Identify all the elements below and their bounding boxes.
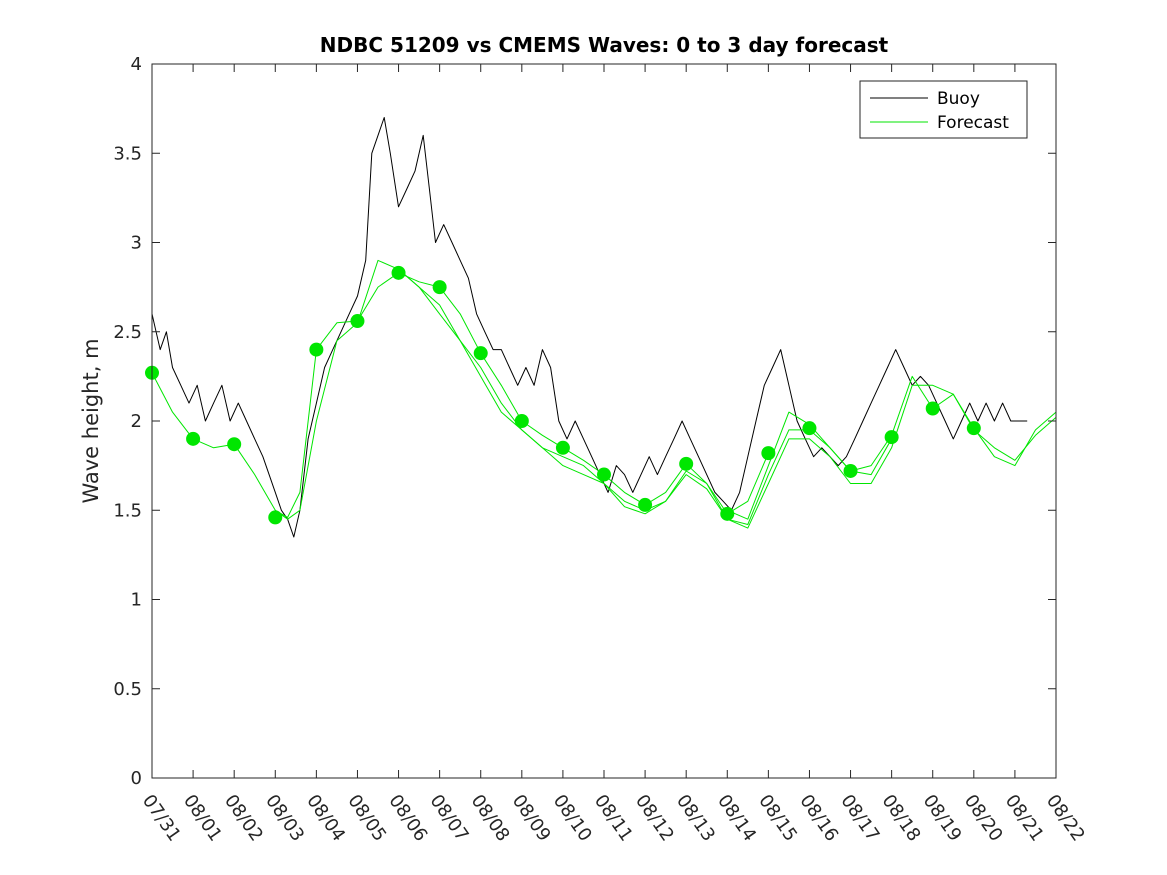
forecast-series-line bbox=[275, 259, 893, 525]
forecast-marker bbox=[925, 401, 940, 416]
legend-label-buoy: Buoy bbox=[937, 89, 980, 109]
forecast-marker bbox=[309, 342, 324, 357]
forecast-marker bbox=[802, 421, 817, 436]
forecast-marker bbox=[514, 414, 529, 428]
y-axis-label: Wave height, m bbox=[79, 338, 103, 503]
forecast-marker bbox=[638, 497, 653, 512]
legend-label-forecast: Forecast bbox=[937, 113, 1009, 133]
x-tick-label: 08/06 bbox=[384, 791, 431, 846]
x-tick-label: 08/16 bbox=[795, 791, 842, 846]
y-tick-label: 1 bbox=[131, 590, 142, 611]
legend-box bbox=[859, 80, 1028, 139]
x-tick-label: 08/02 bbox=[220, 791, 267, 846]
y-tick-label: 2 bbox=[131, 411, 142, 432]
forecast-marker bbox=[720, 506, 735, 521]
x-tick-label: 07/31 bbox=[138, 791, 185, 846]
x-tick-label: 08/13 bbox=[672, 791, 719, 846]
y-tick-label: 3 bbox=[131, 233, 142, 254]
x-tick-label: 08/05 bbox=[343, 791, 390, 846]
x-tick-label: 08/09 bbox=[508, 791, 555, 846]
x-tick-label: 08/19 bbox=[919, 791, 966, 846]
forecast-marker bbox=[597, 467, 611, 482]
x-tick-label: 08/12 bbox=[631, 791, 678, 846]
x-tick-label: 08/18 bbox=[878, 791, 925, 846]
forecast-marker bbox=[966, 421, 981, 436]
chart-title: NDBC 51209 vs CMEMS Waves: 0 to 3 day fo… bbox=[320, 33, 889, 57]
y-tick-label: 2.5 bbox=[113, 322, 142, 343]
x-tick-label: 08/20 bbox=[960, 791, 1007, 846]
x-tick-label: 08/17 bbox=[836, 791, 883, 846]
buoy-series-line bbox=[151, 117, 1028, 538]
legend: Buoy Forecast bbox=[859, 80, 1028, 139]
forecast-series-line bbox=[398, 268, 1057, 529]
forecast-marker bbox=[227, 437, 242, 452]
y-tick-label: 0 bbox=[131, 768, 142, 789]
forecast-marker bbox=[679, 456, 694, 471]
forecast-series-line bbox=[151, 272, 769, 518]
x-tick-label: 08/15 bbox=[754, 791, 801, 846]
x-tick-label: 08/04 bbox=[302, 791, 349, 846]
forecast-marker bbox=[555, 440, 570, 455]
forecast-marker bbox=[884, 430, 899, 445]
y-tick-label: 3.5 bbox=[113, 143, 142, 164]
forecast-marker bbox=[186, 431, 201, 446]
x-tick-label: 08/11 bbox=[590, 791, 637, 846]
x-tick-label: 08/07 bbox=[426, 791, 473, 846]
forecast-marker bbox=[473, 346, 488, 361]
x-tick-label: 08/14 bbox=[713, 791, 760, 846]
x-tick-label: 08/03 bbox=[261, 791, 308, 846]
x-tick-label: 08/21 bbox=[1001, 791, 1048, 846]
y-tick-label: 4 bbox=[131, 54, 142, 75]
forecast-marker bbox=[391, 265, 406, 280]
x-tick-label: 08/22 bbox=[1042, 791, 1089, 846]
forecast-marker bbox=[843, 463, 858, 478]
x-tick-label: 08/01 bbox=[179, 791, 226, 846]
forecast-marker bbox=[432, 280, 447, 295]
y-tick-label: 0.5 bbox=[113, 679, 142, 700]
x-tick-label: 08/10 bbox=[549, 791, 596, 846]
x-tick-label: 08/08 bbox=[467, 791, 514, 846]
y-tick-label: 1.5 bbox=[113, 500, 142, 521]
forecast-marker bbox=[350, 314, 365, 329]
forecast-marker bbox=[761, 446, 776, 461]
plot-area-frame bbox=[151, 63, 1057, 779]
forecast-marker bbox=[268, 510, 283, 525]
